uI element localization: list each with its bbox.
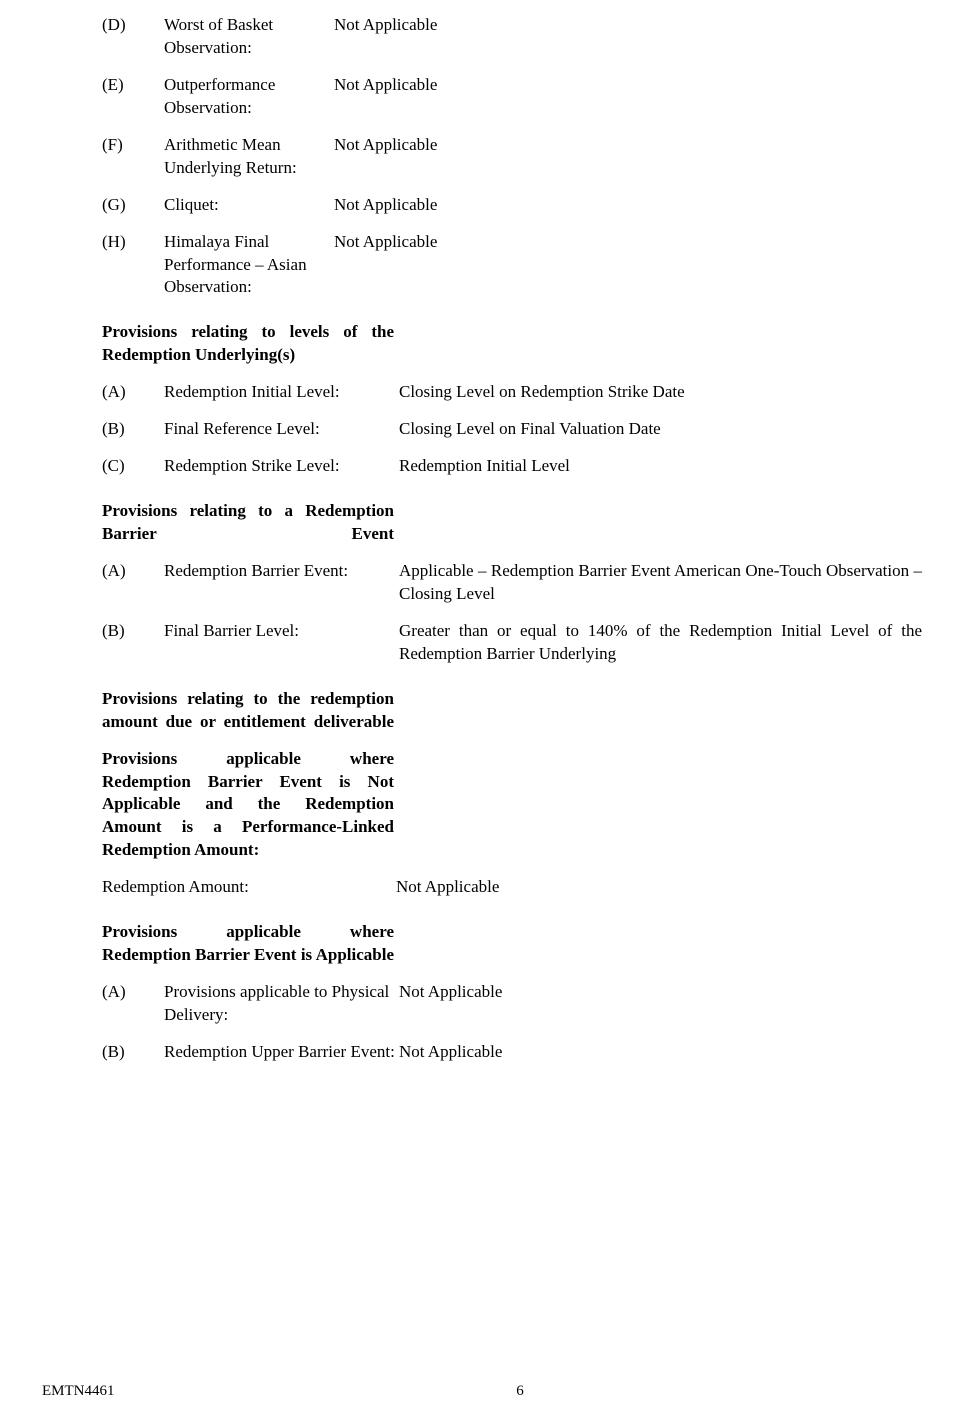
heading-redemption-amount-due: Provisions relating to the redemption am… (42, 688, 394, 734)
marker: (A) (102, 560, 164, 583)
row-redemption-upper-barrier: (B) Redemption Upper Barrier Event: Not … (102, 1041, 922, 1064)
row-final-barrier-level: (B) Final Barrier Level: Greater than or… (102, 620, 922, 666)
marker: (B) (102, 620, 164, 643)
marker: (A) (102, 381, 164, 404)
section-levels: (A) Redemption Initial Level: Closing Le… (42, 381, 922, 478)
label: Redemption Upper Barrier Event: (164, 1041, 399, 1064)
section-barrier-applicable: (A) Provisions applicable to Physical De… (42, 981, 922, 1064)
row-worst-of-basket: (D) Worst of Basket Observation: Not App… (102, 14, 922, 60)
footer-doc-id: EMTN4461 (42, 1381, 115, 1401)
heading-barrier-not-applicable: Provisions applicable where Redemption B… (42, 748, 394, 863)
marker: (B) (102, 418, 164, 441)
label: Redemption Strike Level: (164, 455, 399, 478)
marker: (C) (102, 455, 164, 478)
value: Not Applicable (334, 74, 922, 97)
value: Closing Level on Final Valuation Date (399, 418, 922, 441)
row-cliquet: (G) Cliquet: Not Applicable (102, 194, 922, 217)
label: Redemption Initial Level: (164, 381, 399, 404)
row-outperformance: (E) Outperformance Observation: Not Appl… (102, 74, 922, 120)
section-barrier-event: (A) Redemption Barrier Event: Applicable… (42, 560, 922, 666)
value: Not Applicable (396, 876, 922, 899)
value: Not Applicable (399, 1041, 922, 1064)
row-physical-delivery: (A) Provisions applicable to Physical De… (102, 981, 922, 1027)
footer-page-number: 6 (516, 1381, 524, 1401)
label: Arithmetic Mean Underlying Return: (164, 134, 334, 180)
row-himalaya: (H) Himalaya Final Performance – Asian O… (102, 231, 922, 300)
value: Not Applicable (334, 231, 922, 254)
row-redemption-initial-level: (A) Redemption Initial Level: Closing Le… (102, 381, 922, 404)
label: Outperformance Observation: (164, 74, 334, 120)
value: Redemption Initial Level (399, 455, 922, 478)
value: Not Applicable (334, 134, 922, 157)
label: Final Barrier Level: (164, 620, 399, 643)
marker: (E) (102, 74, 164, 97)
row-arithmetic-mean: (F) Arithmetic Mean Underlying Return: N… (102, 134, 922, 180)
marker: (H) (102, 231, 164, 254)
label: Redemption Amount: (102, 876, 396, 899)
value: Closing Level on Redemption Strike Date (399, 381, 922, 404)
section-observation-types: (D) Worst of Basket Observation: Not App… (42, 14, 922, 299)
value: Not Applicable (334, 14, 922, 37)
marker: (B) (102, 1041, 164, 1064)
value: Greater than or equal to 140% of the Red… (399, 620, 922, 666)
label: Redemption Barrier Event: (164, 560, 399, 583)
marker: (A) (102, 981, 164, 1004)
page-content: (D) Worst of Basket Observation: Not App… (0, 0, 960, 1064)
label: Worst of Basket Observation: (164, 14, 334, 60)
value: Not Applicable (334, 194, 922, 217)
marker: (F) (102, 134, 164, 157)
heading-barrier-applicable: Provisions applicable where Redemption B… (42, 921, 394, 967)
heading-barrier-event: Provisions relating to a Redemption Barr… (42, 500, 394, 546)
value: Applicable – Redemption Barrier Event Am… (399, 560, 922, 606)
value: Not Applicable (399, 981, 922, 1004)
row-redemption-strike-level: (C) Redemption Strike Level: Redemption … (102, 455, 922, 478)
marker: (G) (102, 194, 164, 217)
label: Himalaya Final Performance – Asian Obser… (164, 231, 334, 300)
row-final-reference-level: (B) Final Reference Level: Closing Level… (102, 418, 922, 441)
page-footer: EMTN4461 6 (0, 1381, 960, 1401)
row-redemption-amount: Redemption Amount: Not Applicable (42, 876, 922, 899)
row-redemption-barrier-event: (A) Redemption Barrier Event: Applicable… (102, 560, 922, 606)
marker: (D) (102, 14, 164, 37)
label: Cliquet: (164, 194, 334, 217)
label: Final Reference Level: (164, 418, 399, 441)
label: Provisions applicable to Physical Delive… (164, 981, 399, 1027)
heading-levels-redemption: Provisions relating to levels of the Red… (42, 321, 394, 367)
